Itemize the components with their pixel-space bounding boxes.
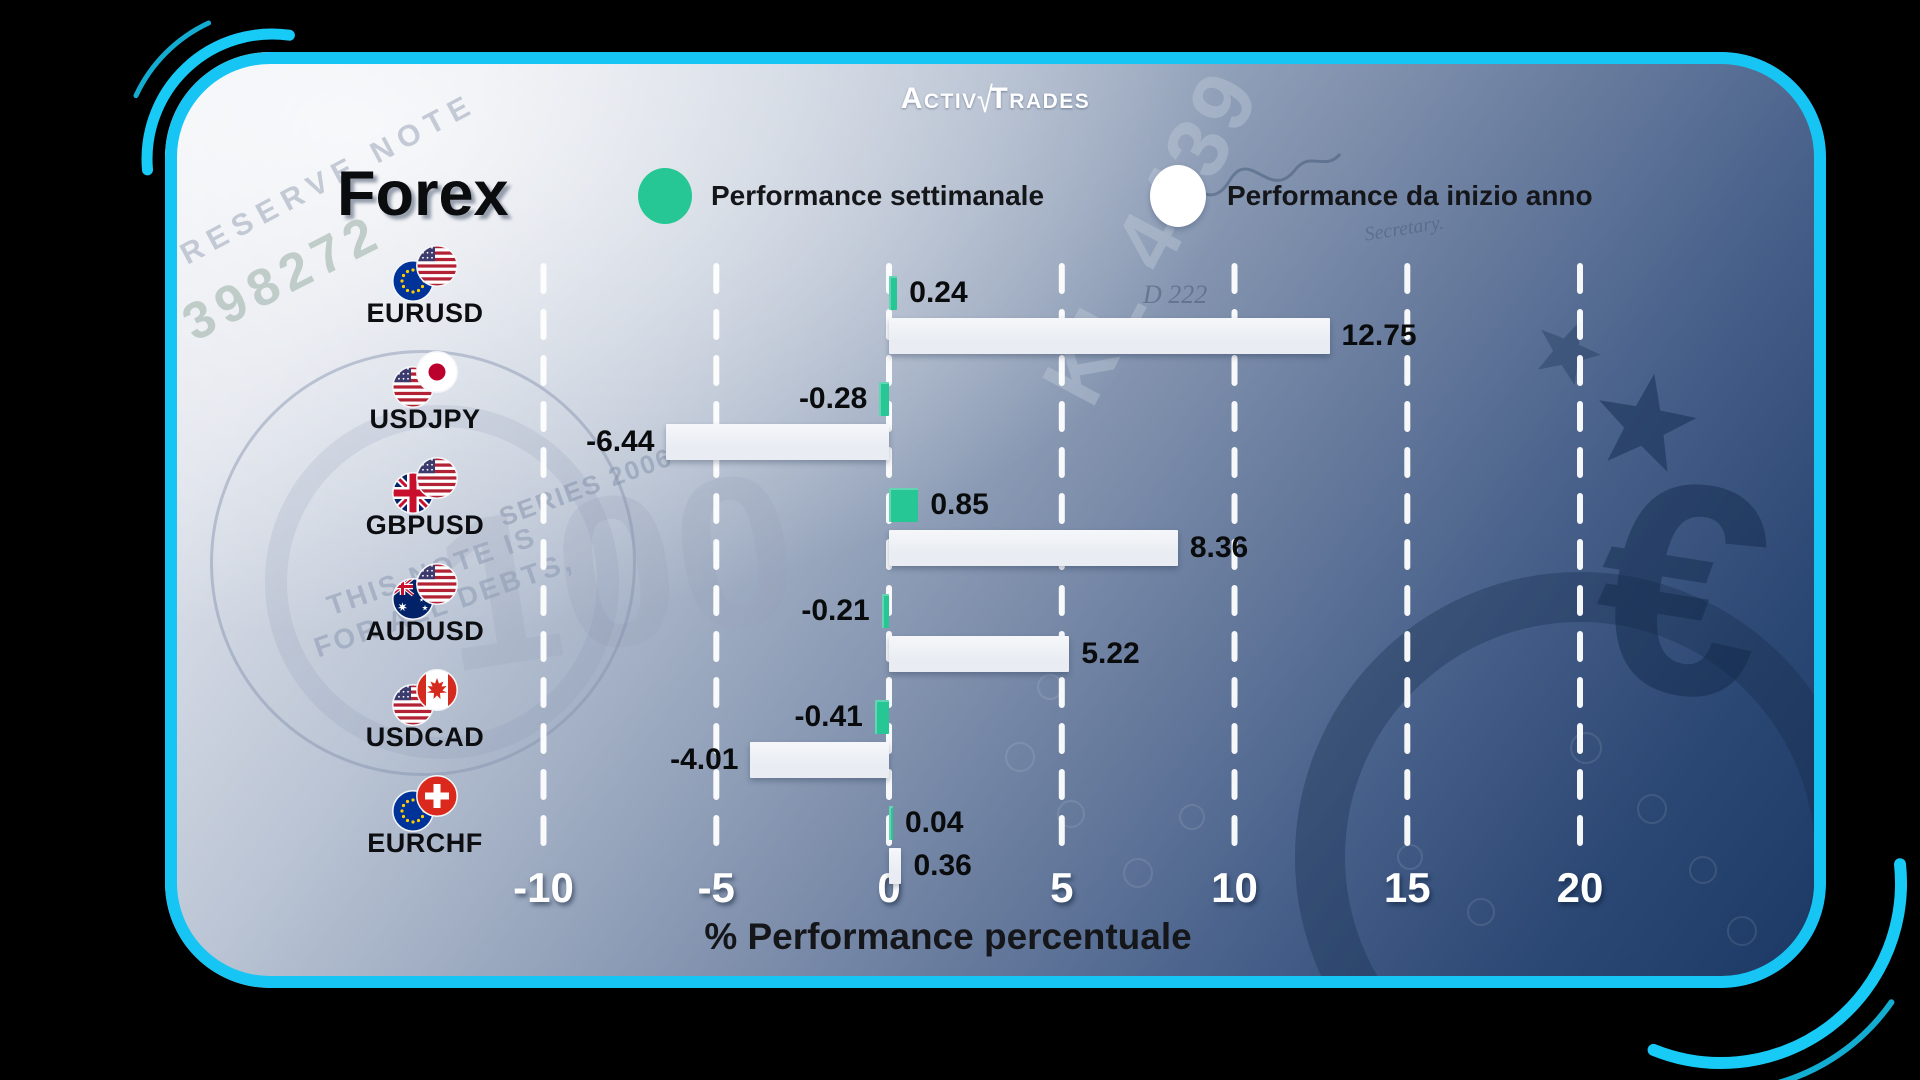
value-label-weekly-audusd: -0.21 bbox=[801, 594, 870, 627]
weekly-swatch-icon bbox=[638, 168, 692, 224]
banknote-plate-mark: D 222 bbox=[1143, 280, 1208, 309]
x-tick-label--5: -5 bbox=[697, 864, 735, 911]
ch-flag-icon bbox=[416, 775, 458, 817]
banknote-circle-pattern-icon bbox=[1637, 794, 1667, 824]
forex-performance-chart: -10 -5 0 5 10 15 20 EURUSD 0.24 12.75 USDJPY -0.28-… bbox=[165, 52, 1826, 988]
value-label-weekly-eurchf: 0.04 bbox=[905, 806, 964, 839]
page-title: Forex bbox=[337, 159, 509, 229]
bar-ytd-eurusd bbox=[889, 318, 1330, 354]
flag-pair-gbpusd bbox=[392, 457, 458, 515]
x-tick-label-10: 10 bbox=[1211, 864, 1258, 911]
brand-logo-activ: Activ bbox=[900, 82, 978, 115]
bar-ytd-eurchf bbox=[889, 848, 902, 884]
federal-seal-ring-icon bbox=[210, 350, 636, 776]
x-tick-label-5: 5 bbox=[1050, 864, 1074, 911]
us-flag-icon bbox=[416, 245, 458, 287]
bar-weekly-gbpusd bbox=[889, 488, 919, 522]
bar-ytd-gbpusd bbox=[889, 530, 1178, 566]
banknote-circle-pattern-icon bbox=[1397, 844, 1423, 870]
banknote-circle-pattern-icon bbox=[1057, 800, 1085, 828]
us-flag-icon bbox=[392, 366, 434, 408]
jp-flag-icon bbox=[416, 351, 458, 393]
banknote-circle-pattern-icon bbox=[1467, 898, 1495, 926]
legend-item-ytd: Performance da inizio anno bbox=[1227, 180, 1593, 211]
flag-pair-eurchf bbox=[392, 775, 458, 833]
flag-pair-audusd bbox=[392, 563, 458, 621]
banknote-decorations: RESERVE NOTE 398272 SERIES 2006 THIS NOT… bbox=[165, 52, 1826, 988]
us-flag-icon bbox=[416, 457, 458, 499]
euro-star-icon bbox=[1599, 373, 1697, 472]
infographic-card: RESERVE NOTE 398272 SERIES 2006 THIS NOT… bbox=[165, 52, 1826, 988]
value-label-weekly-eurusd: 0.24 bbox=[909, 276, 968, 309]
ytd-swatch-icon bbox=[1150, 165, 1206, 227]
banknote-circle-pattern-icon bbox=[1123, 858, 1153, 888]
pair-label-usdcad: USDCAD bbox=[365, 722, 485, 752]
pair-label-eurchf: EURCHF bbox=[367, 828, 483, 858]
bar-ytd-usdjpy bbox=[666, 424, 889, 460]
flag-pair-usdjpy bbox=[392, 351, 458, 409]
value-label-weekly-usdcad: -0.41 bbox=[794, 700, 863, 733]
x-axis-title: % Performance percentuale bbox=[704, 916, 1192, 957]
banknote-circle-pattern-icon bbox=[1179, 804, 1205, 830]
pair-label-gbpusd: GBPUSD bbox=[365, 510, 485, 540]
legend-item-weekly: Performance settimanale bbox=[711, 180, 1045, 211]
flag-pair-usdcad bbox=[392, 669, 458, 727]
banknote-circle-pattern-icon bbox=[1005, 742, 1035, 772]
value-label-ytd-gbpusd: 8.36 bbox=[1189, 531, 1249, 564]
bar-weekly-eurchf bbox=[889, 806, 893, 840]
x-tick-label-20: 20 bbox=[1556, 864, 1604, 911]
flag-pair-eurusd bbox=[392, 245, 458, 303]
value-label-ytd-eurusd: 12.75 bbox=[1341, 319, 1417, 352]
bar-weekly-usdcad bbox=[874, 700, 889, 734]
brand-logo-trades: Trades bbox=[989, 82, 1091, 115]
brand-check-icon: √ bbox=[976, 79, 993, 120]
value-label-ytd-eurchf: 0.36 bbox=[913, 849, 972, 882]
bar-weekly-eurusd bbox=[889, 276, 898, 310]
x-tick-label-15: 15 bbox=[1383, 864, 1431, 911]
us-flag-icon bbox=[416, 563, 458, 605]
pair-label-usdjpy: USDJPY bbox=[369, 404, 481, 434]
value-label-weekly-gbpusd: 0.85 bbox=[930, 488, 989, 521]
value-label-weekly-usdjpy: -0.28 bbox=[798, 382, 868, 415]
x-tick-label--10: -10 bbox=[513, 864, 574, 911]
bar-ytd-audusd bbox=[889, 636, 1070, 672]
ca-flag-icon bbox=[416, 669, 458, 711]
brand-logo: Activ√Trades bbox=[165, 79, 1826, 120]
legend: Performance settimanale Performance da i… bbox=[165, 52, 1826, 988]
bar-ytd-usdcad bbox=[750, 742, 889, 778]
bar-weekly-usdjpy bbox=[879, 382, 889, 416]
value-label-ytd-usdjpy: -6.44 bbox=[586, 425, 655, 458]
pair-label-audusd: AUDUSD bbox=[365, 616, 485, 646]
bar-weekly-audusd bbox=[881, 594, 889, 628]
banknote-circle-pattern-icon bbox=[1570, 732, 1602, 764]
pair-label-eurusd: EURUSD bbox=[366, 298, 484, 328]
corner-swoosh-bottom-right-thin bbox=[1777, 999, 1895, 1080]
euro-star-icon bbox=[1537, 320, 1601, 386]
value-label-ytd-usdcad: -4.01 bbox=[670, 743, 739, 776]
gb-flag-icon bbox=[392, 472, 434, 514]
value-label-ytd-audusd: 5.22 bbox=[1081, 637, 1140, 670]
